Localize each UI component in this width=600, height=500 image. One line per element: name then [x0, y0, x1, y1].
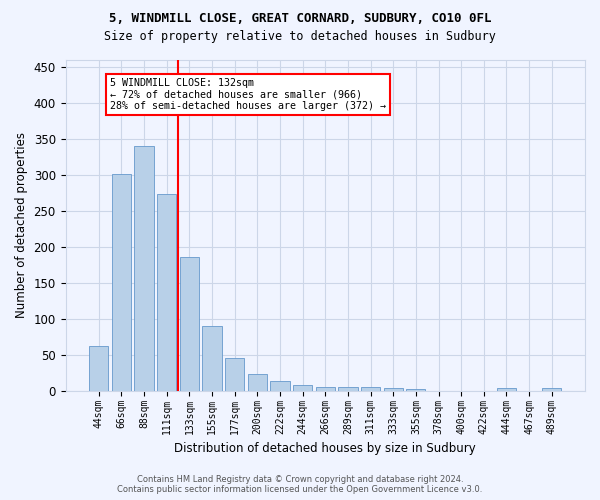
Bar	[134, 146, 154, 391]
Bar	[202, 326, 221, 391]
Text: 5 WINDMILL CLOSE: 132sqm
← 72% of detached houses are smaller (966)
28% of semi-: 5 WINDMILL CLOSE: 132sqm ← 72% of detach…	[110, 78, 386, 111]
Bar	[248, 374, 267, 391]
Bar	[112, 174, 131, 391]
Bar	[497, 388, 516, 391]
Bar	[89, 346, 109, 391]
Bar	[271, 382, 290, 391]
Bar	[406, 388, 425, 391]
Bar	[225, 358, 244, 391]
Text: Contains HM Land Registry data © Crown copyright and database right 2024.
Contai: Contains HM Land Registry data © Crown c…	[118, 474, 482, 494]
Text: Size of property relative to detached houses in Sudbury: Size of property relative to detached ho…	[104, 30, 496, 43]
Bar	[180, 257, 199, 391]
Bar	[542, 388, 562, 391]
Y-axis label: Number of detached properties: Number of detached properties	[15, 132, 28, 318]
Bar	[157, 194, 176, 391]
Text: 5, WINDMILL CLOSE, GREAT CORNARD, SUDBURY, CO10 0FL: 5, WINDMILL CLOSE, GREAT CORNARD, SUDBUR…	[109, 12, 491, 26]
X-axis label: Distribution of detached houses by size in Sudbury: Distribution of detached houses by size …	[175, 442, 476, 455]
Bar	[316, 387, 335, 391]
Bar	[293, 385, 312, 391]
Bar	[361, 387, 380, 391]
Bar	[383, 388, 403, 391]
Bar	[338, 387, 358, 391]
